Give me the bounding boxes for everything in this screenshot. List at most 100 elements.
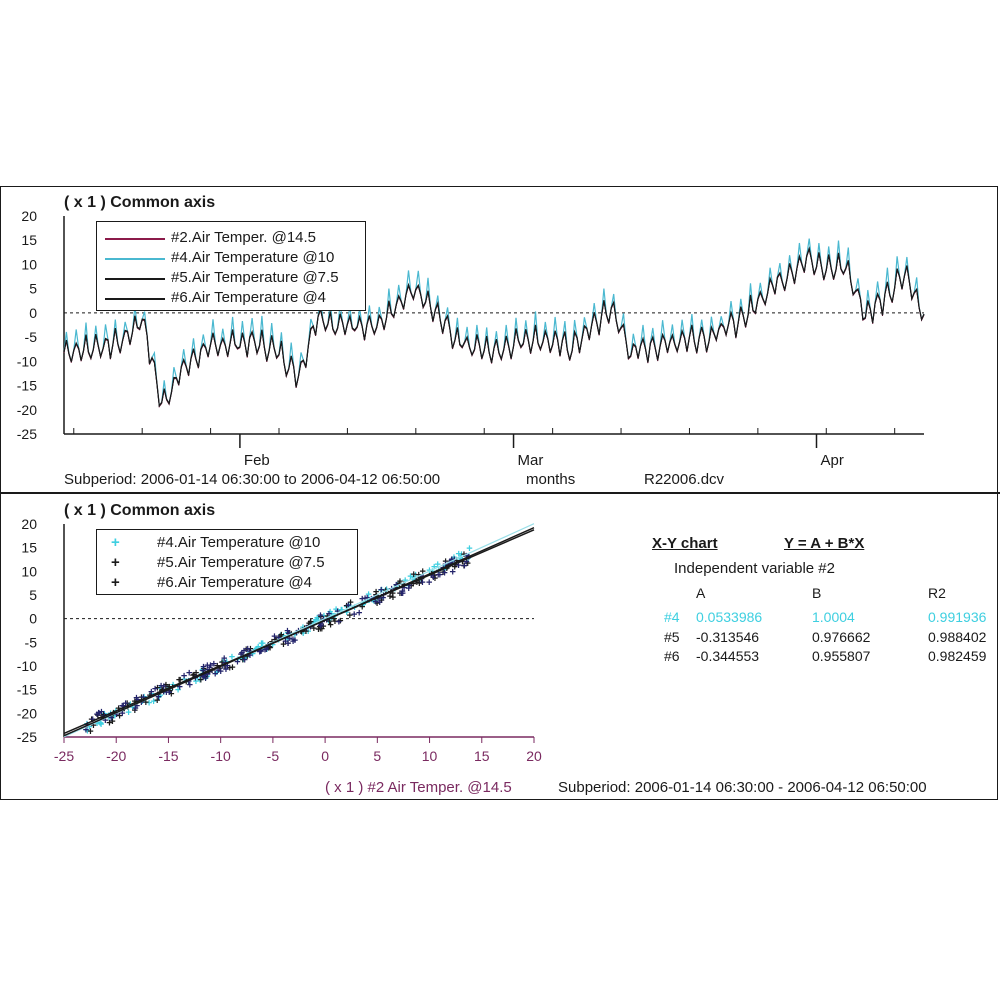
x-tick-label: -15 — [158, 748, 178, 764]
scatter-point: + — [431, 570, 437, 582]
scatter-point: + — [346, 600, 352, 612]
scatter-point: + — [461, 560, 467, 572]
scatter-point: + — [265, 641, 271, 653]
scatter-point: + — [204, 669, 210, 681]
xy-chart-title: X-Y chart — [652, 535, 718, 552]
row-r2: 0.982459 — [928, 648, 987, 664]
scatter-point: + — [371, 595, 377, 607]
scatter-point: + — [113, 709, 119, 721]
bottom-panel-title: ( x 1 ) Common axis — [64, 502, 216, 519]
y-tick-label: -10 — [17, 658, 37, 674]
scatter-point: + — [315, 615, 321, 627]
scatter-point: + — [157, 683, 163, 695]
scatter-point: + — [229, 662, 235, 674]
scatter-point: + — [247, 643, 253, 655]
x-tick-label: 10 — [422, 748, 438, 764]
scatter-point: + — [408, 580, 414, 592]
scatter-point: + — [326, 609, 332, 621]
scatter-point: + — [327, 607, 333, 619]
scatter-point: + — [264, 644, 270, 656]
scatter-point: + — [292, 635, 298, 647]
scatter-point: + — [306, 618, 312, 630]
scatter-point: + — [201, 669, 207, 681]
y-tick-label: -15 — [17, 378, 37, 394]
scatter-point: + — [464, 558, 470, 570]
scatter-point: + — [202, 673, 208, 685]
scatter-point: + — [183, 677, 189, 689]
scatter-point: + — [167, 686, 173, 698]
scatter-point: + — [265, 642, 271, 654]
scatter-point: + — [86, 722, 92, 734]
scatter-point: + — [317, 624, 323, 636]
row-b: 1.0004 — [812, 609, 855, 625]
scatter-point: + — [221, 653, 227, 665]
scatter-point: + — [284, 634, 290, 646]
file-name: R22006.dcv — [644, 471, 725, 488]
scatter-point: + — [290, 636, 296, 648]
scatter-point: + — [259, 638, 265, 650]
scatter-point: + — [96, 708, 102, 720]
scatter-point: + — [229, 652, 235, 664]
scatter-point: + — [337, 615, 343, 627]
scatter-point: + — [277, 631, 283, 643]
scatter-point: + — [373, 591, 379, 603]
scatter-point: + — [320, 621, 326, 633]
scatter-point: + — [214, 667, 220, 679]
scatter-point: + — [328, 608, 334, 620]
scatter-point: + — [257, 646, 263, 658]
scatter-point: + — [414, 577, 420, 589]
plus-marker-icon: + — [111, 554, 120, 571]
scatter-point: + — [333, 604, 339, 616]
scatter-point: + — [458, 549, 464, 561]
scatter-point: + — [318, 619, 324, 631]
plus-marker-icon: + — [111, 534, 120, 551]
scatter-point: + — [234, 656, 240, 668]
scatter-point: + — [266, 641, 272, 653]
scatter-point: + — [459, 557, 465, 569]
independent-variable: Independent variable #2 — [674, 560, 835, 577]
scatter-point: + — [319, 623, 325, 635]
y-tick-label: -10 — [17, 353, 37, 369]
scatter-point: + — [98, 718, 104, 730]
scatter-point: + — [197, 671, 203, 683]
row-b: 0.955807 — [812, 648, 871, 664]
scatter-point: + — [158, 681, 164, 693]
scatter-point: + — [299, 626, 305, 638]
scatter-point: + — [201, 663, 207, 675]
scatter-point: + — [409, 574, 415, 586]
scatter-point: + — [220, 656, 226, 668]
scatter-point: + — [140, 692, 146, 704]
scatter-point: + — [148, 689, 154, 701]
scatter-point: + — [240, 654, 246, 666]
scatter-point: + — [402, 575, 408, 587]
top-series-lines — [63, 238, 925, 408]
scatter-point: + — [202, 671, 208, 683]
scatter-point: + — [449, 567, 455, 579]
scatter-point: + — [444, 563, 450, 575]
scatter-point: + — [412, 570, 418, 582]
scatter-point: + — [200, 665, 206, 677]
fit-line — [63, 529, 535, 735]
scatter-point: + — [419, 577, 425, 589]
scatter-point: + — [446, 558, 452, 570]
y-tick-label: 5 — [29, 281, 37, 297]
scatter-point: + — [376, 593, 382, 605]
scatter-point: + — [122, 698, 128, 710]
scatter-point: + — [166, 687, 172, 699]
scatter-point: + — [249, 648, 255, 660]
scatter-point: + — [376, 597, 382, 609]
scatter-point: + — [108, 712, 114, 724]
scatter-point: + — [185, 676, 191, 688]
scatter-point: + — [285, 638, 291, 650]
scatter-point: + — [364, 592, 370, 604]
scatter-point: + — [441, 564, 447, 576]
regression-equation: Y = A + B*X — [784, 535, 865, 552]
x-tick-label: 0 — [321, 748, 329, 764]
scatter-point: + — [331, 613, 337, 625]
scatter-point: + — [430, 572, 436, 584]
scatter-point: + — [307, 622, 313, 634]
scatter-point: + — [129, 702, 135, 714]
scatter-point: + — [211, 658, 217, 670]
scatter-point: + — [278, 629, 284, 641]
scatter-point: + — [401, 583, 407, 595]
